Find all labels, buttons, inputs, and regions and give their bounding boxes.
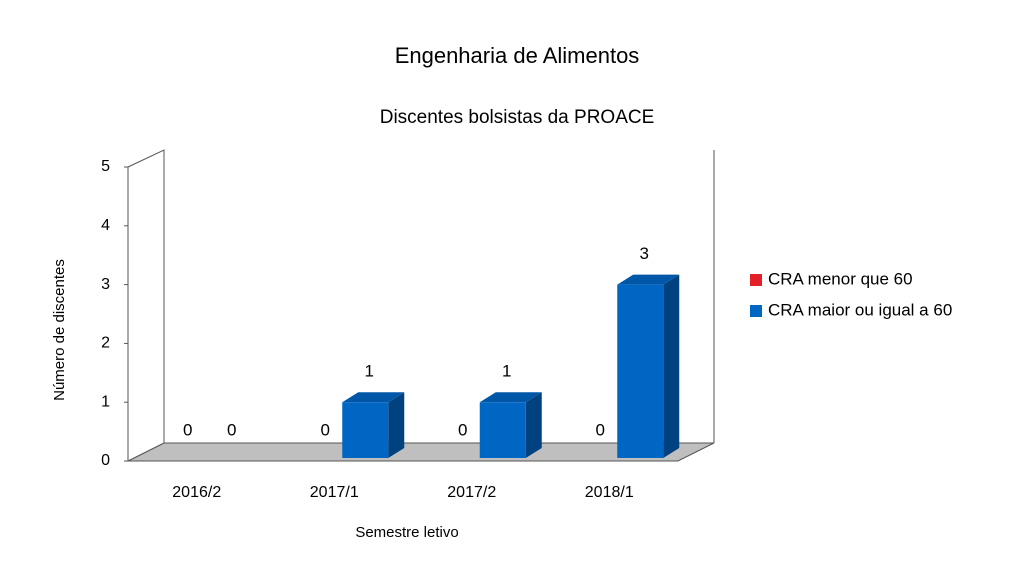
data-label: 0 [183, 420, 192, 439]
bar-face [663, 274, 680, 458]
bar-face [342, 392, 405, 403]
y-tick-label: 0 [101, 452, 110, 469]
bar [617, 274, 680, 458]
bar-face [617, 284, 664, 458]
bar-face [617, 274, 680, 285]
y-tick-label: 5 [101, 158, 110, 175]
bar [342, 392, 405, 458]
data-label: 0 [227, 420, 236, 439]
data-label: 0 [458, 420, 467, 439]
y-axis-label: Número de discentes [51, 259, 68, 401]
data-label: 3 [640, 244, 649, 263]
y-tick-label: 4 [101, 217, 110, 234]
chart-subtitle: Discentes bolsistas da PROACE [380, 107, 655, 128]
bar-face [342, 402, 389, 458]
legend-label: CRA menor que 60 [768, 269, 913, 288]
data-label: 1 [365, 362, 374, 381]
bar-face [479, 402, 526, 458]
y-tick-label: 2 [101, 335, 110, 352]
x-tick-label: 2016/2 [172, 484, 221, 501]
x-tick-label: 2017/2 [447, 484, 496, 501]
bar-face [388, 392, 405, 458]
bar [479, 392, 542, 458]
data-label: 0 [321, 420, 330, 439]
legend-swatch [750, 305, 762, 317]
x-axis-label: Semestre letivo [355, 524, 458, 541]
bar-face [479, 392, 542, 403]
bar-face [525, 392, 542, 458]
data-label: 0 [596, 420, 605, 439]
side-wall [127, 149, 165, 462]
legend-swatch [750, 274, 762, 286]
y-tick-label: 3 [101, 276, 110, 293]
x-tick-label: 2017/1 [310, 484, 359, 501]
legend-label: CRA maior ou igual a 60 [768, 300, 952, 319]
x-tick-label: 2018/1 [585, 484, 634, 501]
y-tick-label: 1 [101, 393, 110, 410]
data-label: 1 [502, 362, 511, 381]
chart-title: Engenharia de Alimentos [395, 43, 640, 68]
